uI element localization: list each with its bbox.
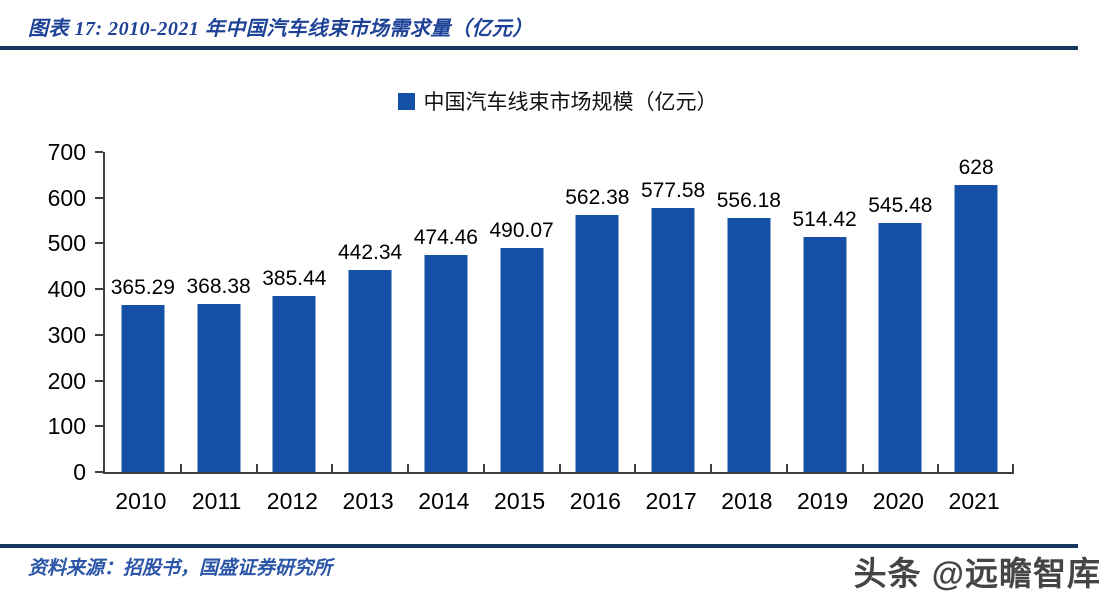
y-axis-tick [95, 151, 103, 153]
x-axis-tick [634, 464, 637, 472]
x-axis-tick-label: 2013 [342, 488, 394, 514]
bar [121, 305, 165, 472]
bar-value-label: 514.42 [792, 207, 857, 231]
x-axis-tick-label: 2020 [872, 488, 924, 514]
bar-value-label: 577.58 [641, 178, 706, 202]
bar-group: 442.34 [332, 152, 408, 472]
bar-value-label: 442.34 [338, 240, 403, 264]
bar [878, 222, 922, 472]
figure-title: 图表 17: 2010-2021 年中国汽车线束市场需求量（亿元） [28, 18, 533, 40]
bar-value-label: 385.44 [262, 266, 327, 290]
y-axis-tick-label: 700 [47, 139, 86, 165]
x-axis-tick [785, 464, 788, 472]
y-axis-tick-label: 100 [47, 413, 86, 440]
y-axis-tick-label: 400 [47, 276, 86, 303]
bar-value-label: 365.29 [110, 276, 175, 300]
y-axis-tick [95, 379, 103, 382]
legend-label: 中国汽车线束市场规模（亿元） [423, 91, 718, 114]
y-axis-tick-label: 300 [47, 321, 86, 348]
x-axis-tick-label: 2010 [115, 488, 167, 514]
bar-value-label: 556.18 [716, 188, 781, 212]
y-axis-tick-label: 500 [47, 230, 86, 257]
bar [348, 269, 392, 472]
y-axis-tick [95, 471, 103, 473]
bar-group: 365.29 [105, 152, 181, 472]
bar-group: 556.18 [711, 152, 787, 472]
x-axis-tick [255, 464, 258, 472]
x-axis-tick-label: 2015 [494, 488, 546, 514]
y-axis-tick [95, 425, 103, 428]
x-axis-labels: 2010 2011 2012 2013 2014 2015 2016 2017 2018 2019… [103, 486, 1012, 516]
plot-area: 365.29 368.38 385.44 442.34 474.46 490.07 562.… [95, 151, 1014, 474]
x-axis-tick [407, 464, 409, 472]
y-axis-tick [95, 288, 103, 291]
bar [803, 236, 847, 472]
bar-value-label: 368.38 [186, 274, 251, 298]
x-axis-tick-label: 2021 [948, 488, 1000, 514]
title-divider-line [0, 46, 1078, 50]
bar [954, 184, 998, 472]
bar-value-label: 628 [958, 155, 994, 179]
bar [272, 295, 316, 472]
x-axis-tick-label: 2012 [266, 488, 318, 514]
bar-group: 368.38 [181, 152, 257, 472]
x-axis-tick [179, 464, 182, 472]
watermark: 头条 @远瞻智库 [853, 555, 1101, 592]
bar-group: 474.46 [408, 152, 484, 472]
bar-group: 577.58 [635, 152, 711, 472]
bar [727, 217, 771, 472]
bar-value-label: 545.48 [868, 193, 933, 217]
y-axis-tick-label: 0 [73, 459, 86, 485]
bar [500, 247, 544, 472]
x-axis-tick [482, 464, 485, 472]
y-axis-tick-label: 600 [47, 184, 86, 211]
x-axis-tick-label: 2014 [418, 488, 470, 514]
chart-legend: 中国汽车线束市场规模（亿元） [103, 88, 1012, 114]
bar-group: 628 [938, 152, 1014, 472]
bar-value-label: 490.07 [489, 218, 554, 242]
x-axis-tick [937, 464, 940, 472]
x-axis-tick [558, 464, 561, 472]
bar-group: 514.42 [787, 152, 863, 472]
x-axis-tick [331, 464, 334, 472]
source-note: 资料来源：招股书，国盛证券研究所 [28, 558, 333, 579]
x-axis-tick [861, 464, 864, 472]
y-axis-tick [95, 333, 103, 336]
bar-value-label: 562.38 [565, 185, 630, 209]
footer-divider-line [0, 544, 1078, 548]
x-axis-tick-label: 2017 [645, 488, 697, 514]
bar-group: 385.44 [257, 152, 333, 472]
y-axis-tick-label: 200 [47, 367, 86, 394]
bar [424, 255, 468, 472]
x-axis-tick [710, 464, 712, 472]
x-axis-tick-label: 2016 [569, 488, 621, 514]
y-axis-tick [95, 196, 103, 199]
bar [575, 214, 619, 472]
bar-group: 562.38 [560, 152, 636, 472]
y-axis-labels: 0 100 200 300 400 500 600 700 [0, 139, 86, 485]
bar-value-label: 474.46 [413, 226, 478, 250]
bar-group: 545.48 [863, 152, 939, 472]
x-axis-tick-label: 2011 [191, 488, 242, 514]
y-axis-tick [95, 242, 103, 245]
x-axis-tick-label: 2019 [797, 488, 849, 514]
bar-group: 490.07 [484, 152, 560, 472]
bar [651, 207, 695, 472]
legend-swatch-icon [397, 92, 415, 110]
bar [197, 303, 241, 472]
x-axis-tick-label: 2018 [721, 488, 773, 514]
x-axis-tick [1012, 464, 1014, 472]
